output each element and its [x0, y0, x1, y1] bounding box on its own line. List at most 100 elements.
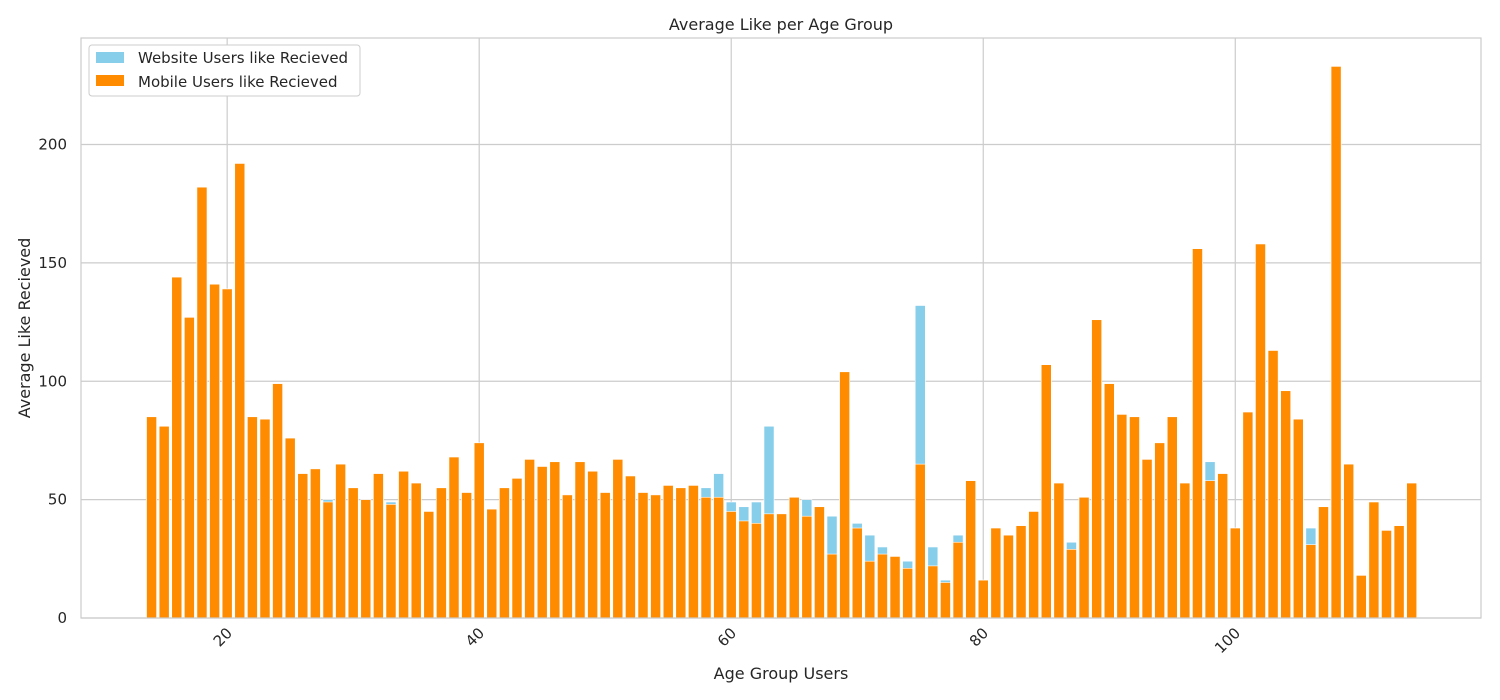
- mobile-bar: [247, 416, 258, 619]
- mobile-bar: [423, 511, 435, 619]
- legend-label-mobile: Mobile Users like Recieved: [138, 73, 337, 91]
- mobile-bar: [196, 186, 208, 619]
- mobile-bar: [1355, 575, 1367, 619]
- y-axis-ticks: 0 50 100 150 200: [38, 136, 67, 627]
- mobile-bar: [688, 485, 699, 619]
- mobile-bar: [902, 567, 913, 619]
- mobile-bar: [1305, 544, 1317, 619]
- mobile-bar: [1179, 482, 1191, 619]
- x-axis-title: Age Group Users: [714, 664, 849, 683]
- legend-swatch-website: [96, 52, 124, 63]
- mobile-bar: [1003, 534, 1014, 619]
- mobile-bar: [788, 496, 800, 619]
- mobile-bar: [436, 487, 447, 619]
- mobile-bar: [385, 504, 397, 619]
- mobile-bar: [738, 520, 750, 619]
- mobile-bar: [1103, 383, 1115, 619]
- mobile-bar: [826, 553, 838, 619]
- mobile-bar: [360, 499, 372, 619]
- mobile-bar: [1091, 319, 1103, 619]
- mobile-bar: [499, 487, 510, 619]
- mobile-bar: [776, 513, 787, 619]
- y-tick-label: 0: [57, 609, 67, 627]
- mobile-bar: [322, 501, 334, 619]
- mobile-bar: [1318, 506, 1329, 619]
- mobile-bar: [1078, 496, 1090, 619]
- legend-label-website: Website Users like Recieved: [138, 49, 348, 67]
- mobile-bar: [700, 496, 712, 619]
- mobile-bar: [662, 485, 674, 619]
- mobile-bar: [1330, 66, 1342, 619]
- mobile-bar: [171, 276, 183, 619]
- mobile-bar: [675, 487, 687, 619]
- mobile-bar: [234, 163, 246, 619]
- mobile-bar: [1406, 482, 1418, 619]
- mobile-bar: [763, 513, 775, 619]
- mobile-bar: [574, 461, 586, 619]
- mobile-bar: [259, 418, 271, 619]
- x-tick-label: 100: [1211, 624, 1244, 657]
- legend-swatch-mobile: [96, 75, 124, 86]
- mobile-bar: [1166, 416, 1178, 619]
- mobile-bar: [1368, 501, 1380, 619]
- y-tick-label: 100: [38, 372, 67, 390]
- mobile-bar: [965, 480, 976, 619]
- mobile-bar: [1053, 482, 1065, 619]
- chart-title: Average Like per Age Group: [669, 15, 893, 34]
- mobile-bar: [1393, 525, 1405, 619]
- mobile-bar: [1028, 511, 1039, 619]
- x-tick-label: 40: [462, 624, 488, 650]
- mobile-bar: [549, 461, 561, 619]
- mobile-bar: [1217, 473, 1229, 619]
- mobile-bar: [1066, 549, 1077, 619]
- legend-box: [88, 44, 361, 97]
- mobile-bar: [461, 492, 472, 619]
- mobile-bar: [209, 283, 220, 619]
- mobile-bar: [1280, 390, 1292, 619]
- mobile-bar: [486, 508, 498, 619]
- y-tick-label: 50: [48, 491, 67, 509]
- x-axis-ticks: 20 40 60 80 100: [210, 624, 1244, 657]
- mobile-bar: [146, 416, 157, 619]
- mobile-bar: [284, 437, 296, 619]
- mobile-bar: [625, 475, 636, 619]
- mobile-bar: [473, 442, 485, 619]
- mobile-bar: [1040, 364, 1052, 619]
- y-axis-title: Average Like Recieved: [15, 238, 34, 419]
- mobile-bar: [1129, 416, 1140, 619]
- mobile-bar: [990, 527, 1002, 619]
- y-tick-label: 150: [38, 254, 67, 272]
- x-tick-label: 80: [966, 624, 992, 650]
- mobile-bar: [1015, 525, 1027, 619]
- mobile-bar: [524, 459, 535, 619]
- mobile-bar: [1343, 463, 1355, 619]
- x-tick-label: 20: [210, 624, 236, 650]
- mobile-bar: [398, 470, 409, 619]
- mobile-series-bars: [146, 66, 1418, 619]
- mobile-bar: [1204, 480, 1216, 619]
- mobile-bar: [814, 506, 825, 619]
- mobile-bar: [851, 527, 863, 619]
- mobile-bar: [347, 487, 359, 619]
- mobile-bar: [650, 494, 661, 619]
- mobile-bar: [1229, 527, 1241, 619]
- mobile-bar: [448, 456, 460, 619]
- mobile-bar: [1292, 418, 1304, 619]
- mobile-bar: [310, 468, 321, 619]
- mobile-bar: [889, 556, 901, 619]
- mobile-bar: [297, 473, 309, 619]
- mobile-bar: [1255, 243, 1266, 619]
- mobile-bar: [335, 463, 346, 619]
- mobile-bar: [562, 494, 573, 619]
- mobile-bar: [1242, 411, 1254, 619]
- mobile-bar: [864, 560, 876, 619]
- mobile-bar: [536, 466, 548, 619]
- mobile-bar: [599, 492, 611, 619]
- mobile-bar: [373, 473, 384, 619]
- mobile-bar: [952, 541, 964, 619]
- y-tick-label: 200: [38, 136, 67, 154]
- mobile-bar: [751, 523, 762, 619]
- mobile-bar: [511, 478, 523, 619]
- plot-frame: [80, 37, 1482, 619]
